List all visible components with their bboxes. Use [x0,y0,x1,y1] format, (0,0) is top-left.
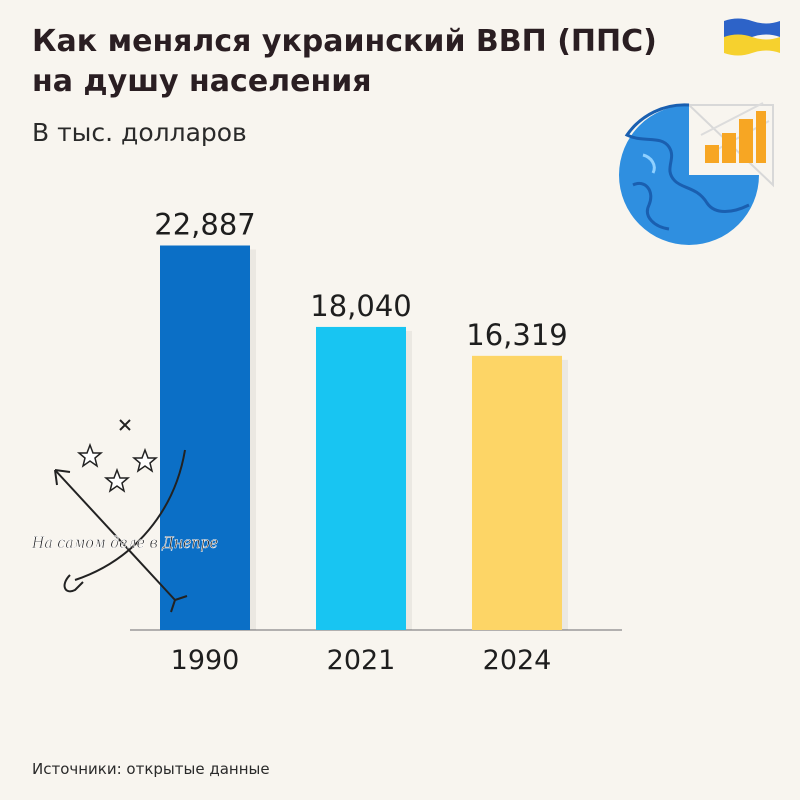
bar-2021 [316,326,406,630]
chart-subtitle: В тыс. долларов [32,118,247,147]
chart-title: Как менялся украинский ВВП (ППС) на душу… [32,22,672,102]
x-tick-label-1990: 1990 [171,645,240,676]
ukraine-flag-icon [724,18,780,56]
globe-chart-icon [619,102,774,245]
value-label-1990: 22,887 [154,207,255,241]
x-tick-label-2021: 2021 [327,645,396,676]
value-label-2021: 18,040 [310,289,411,323]
source-note: Источники: открытые данные [32,760,270,778]
bar-2024 [472,355,562,630]
watermark-logo: На самом деле в Днепре [31,419,218,613]
chart-title-line-1: Как менялся украинский ВВП (ППС) [32,24,657,59]
watermark-text: На самом деле в Днепре [31,533,218,552]
x-tick-label-2024: 2024 [483,645,552,676]
value-label-2024: 16,319 [466,318,567,352]
chart-title-line-2: на душу населения [32,64,372,99]
bar-1990 [160,245,250,630]
